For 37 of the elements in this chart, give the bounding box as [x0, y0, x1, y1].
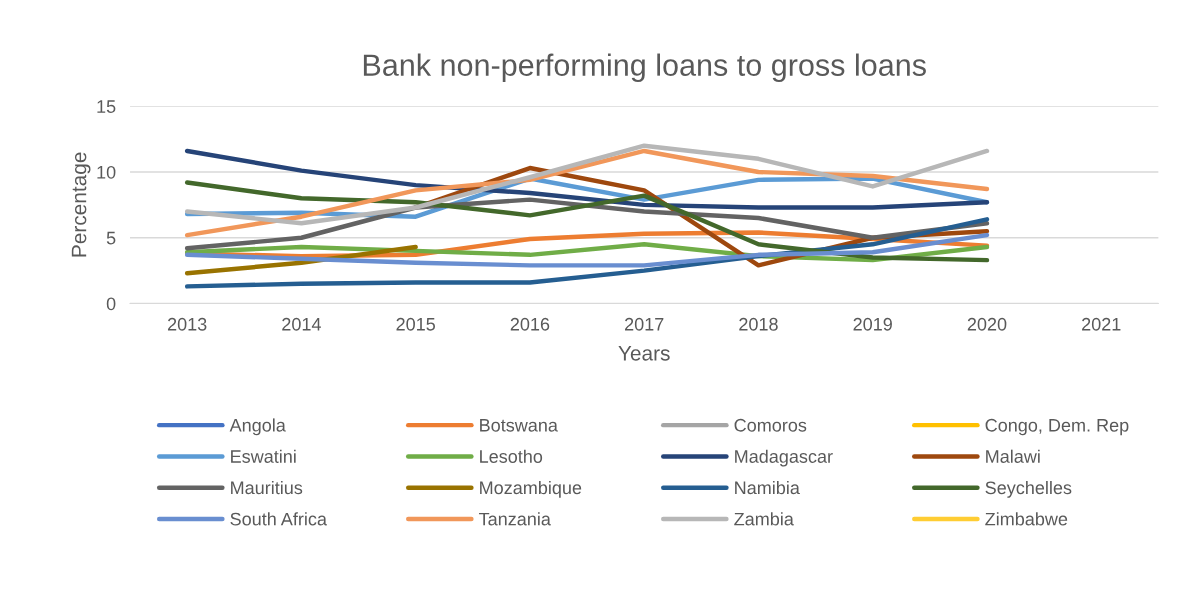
legend-label: Lesotho: [480, 449, 543, 463]
x-tick-label: 2018: [739, 317, 778, 331]
legend-label: Comoros: [734, 418, 807, 432]
legend-label: Zambia: [734, 512, 794, 526]
x-tick-label: 2013: [167, 317, 207, 331]
y-axis-title: Percentage: [71, 152, 91, 257]
chart-title: Bank non-performing loans to gross loans: [363, 53, 926, 83]
legend-label: Tanzania: [479, 512, 551, 526]
x-tick-label: 2020: [967, 317, 1007, 331]
x-tick-label: 2019: [853, 317, 892, 331]
legend-label: Congo, Dem. Rep: [985, 418, 1129, 436]
x-tick-label: 2015: [396, 317, 435, 331]
x-tick-label: 2014: [282, 317, 321, 331]
legend-label: Mozambique: [480, 480, 582, 498]
line-series: [184, 148, 990, 210]
x-tick-label: 2016: [510, 317, 550, 331]
legend-label: Mauritius: [231, 480, 303, 495]
line-series: [184, 148, 990, 238]
x-tick-label: 2021: [1082, 317, 1121, 331]
legend-label: Angola: [229, 418, 286, 436]
y-tick-label: 10: [97, 165, 116, 179]
line-series: [184, 143, 990, 226]
legend-label: Madagascar: [735, 449, 833, 467]
x-tick-label: 2017: [625, 317, 664, 331]
legend-label: Eswatini: [231, 449, 296, 463]
legend-label: Malawi: [986, 449, 1040, 463]
line-series: [184, 232, 990, 268]
line-series: [184, 180, 990, 263]
y-tick-label: 5: [106, 231, 116, 245]
x-axis-title: Years: [618, 346, 670, 361]
y-tick-label: 15: [97, 100, 116, 113]
legend-label: Namibia: [735, 480, 800, 495]
legend-label: South Africa: [230, 512, 327, 526]
legend-label: Seychelles: [985, 480, 1072, 498]
legend-label: Botswana: [480, 419, 558, 432]
y-tick-label: 0: [106, 297, 116, 311]
legend-label: Zimbabwe: [985, 512, 1068, 526]
